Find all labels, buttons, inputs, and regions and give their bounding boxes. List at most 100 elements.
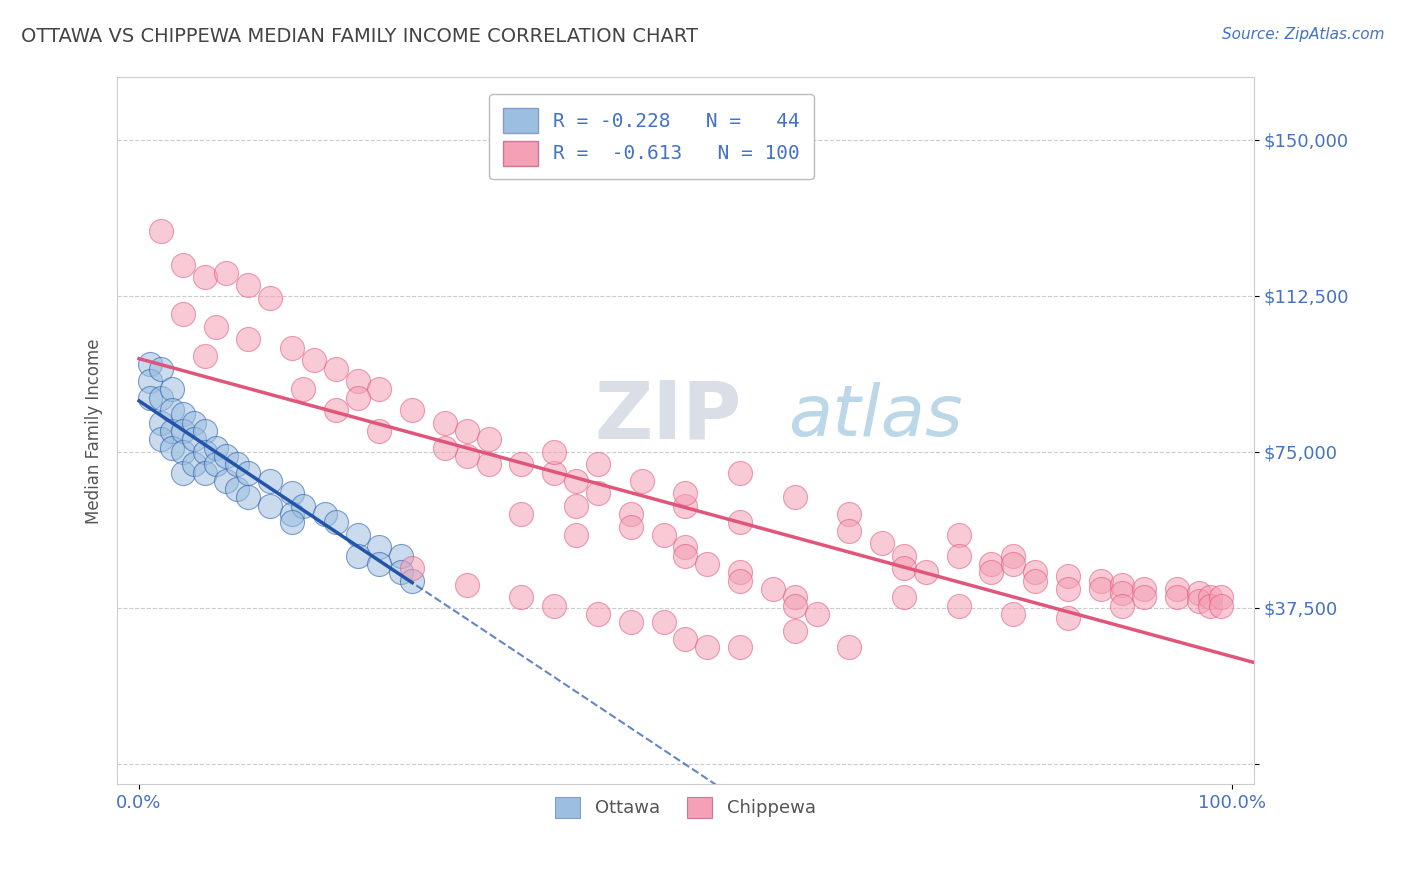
Point (728, 466, 751, 480)
Point (510, 507, 533, 521)
Point (149, 361, 172, 376)
Point (194, 424, 217, 438)
Point (948, 599, 970, 613)
Point (1002, 607, 1025, 621)
Point (456, 424, 478, 438)
Point (281, 341, 304, 355)
Point (673, 499, 696, 513)
Point (652, 615, 675, 630)
Point (543, 444, 565, 458)
Point (1199, 591, 1222, 605)
Point (980, 557, 1002, 571)
Point (728, 566, 751, 580)
Point (281, 507, 304, 521)
Point (160, 382, 183, 396)
Point (149, 224, 172, 238)
Point (346, 549, 368, 563)
Point (762, 582, 785, 596)
Point (172, 258, 194, 272)
Point (314, 507, 336, 521)
Point (1209, 591, 1232, 605)
Point (183, 457, 205, 471)
Point (1188, 594, 1211, 608)
Point (620, 519, 643, 533)
Point (172, 444, 194, 458)
Point (456, 449, 478, 463)
Point (1166, 582, 1188, 596)
Point (728, 574, 751, 588)
Point (543, 466, 565, 480)
Point (1002, 557, 1025, 571)
Point (204, 457, 226, 471)
Point (325, 403, 347, 417)
Point (139, 391, 162, 405)
Point (172, 424, 194, 438)
Point (204, 320, 226, 334)
Point (194, 270, 217, 285)
Point (238, 333, 260, 347)
Point (368, 557, 391, 571)
Point (838, 640, 860, 655)
Point (673, 486, 696, 500)
Point (401, 574, 423, 588)
Point (238, 278, 260, 293)
Point (302, 353, 325, 368)
Text: OTTAWA VS CHIPPEWA MEDIAN FAMILY INCOME CORRELATION CHART: OTTAWA VS CHIPPEWA MEDIAN FAMILY INCOME … (21, 27, 699, 45)
Point (783, 624, 806, 638)
Point (838, 507, 860, 521)
Point (478, 457, 501, 471)
Point (238, 466, 260, 480)
Point (434, 441, 457, 455)
Point (346, 391, 368, 405)
Point (948, 549, 970, 563)
Point (194, 466, 217, 480)
Point (325, 361, 347, 376)
Point (948, 528, 970, 542)
Point (291, 499, 314, 513)
Point (1024, 574, 1046, 588)
Point (1188, 586, 1211, 600)
Point (838, 524, 860, 538)
Point (806, 607, 828, 621)
Point (1090, 574, 1112, 588)
Text: Source: ZipAtlas.com: Source: ZipAtlas.com (1222, 27, 1385, 42)
Point (172, 407, 194, 421)
Point (368, 382, 391, 396)
Point (652, 528, 675, 542)
Text: ZIP: ZIP (595, 378, 742, 456)
Point (893, 591, 915, 605)
Point (160, 424, 183, 438)
Point (980, 566, 1002, 580)
Point (259, 499, 281, 513)
Point (346, 528, 368, 542)
Point (1024, 566, 1046, 580)
Point (543, 599, 565, 613)
Point (728, 516, 751, 530)
Point (510, 591, 533, 605)
Point (620, 507, 643, 521)
Point (149, 391, 172, 405)
Point (1209, 599, 1232, 613)
Point (149, 416, 172, 430)
Point (281, 486, 304, 500)
Point (783, 599, 806, 613)
Point (160, 441, 183, 455)
Point (565, 528, 588, 542)
Point (1133, 591, 1156, 605)
Point (893, 561, 915, 575)
Point (291, 382, 314, 396)
Point (1056, 569, 1078, 583)
Point (586, 457, 609, 471)
Point (401, 561, 423, 575)
Point (238, 491, 260, 505)
Point (149, 432, 172, 446)
Point (1166, 591, 1188, 605)
Point (696, 640, 718, 655)
Point (893, 549, 915, 563)
Point (183, 416, 205, 430)
Point (1090, 582, 1112, 596)
Point (368, 541, 391, 555)
Point (368, 424, 391, 438)
Point (673, 549, 696, 563)
Point (183, 432, 205, 446)
